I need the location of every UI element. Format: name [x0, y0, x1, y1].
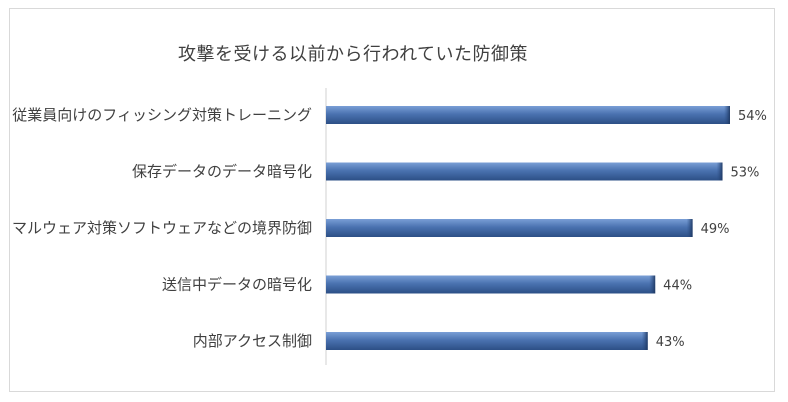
- bar-end-shade: [641, 332, 648, 350]
- value-label: 53%: [731, 166, 760, 181]
- bar: [326, 106, 730, 124]
- bar-end-shade: [716, 162, 723, 181]
- category-label: 保存データのデータ暗号化: [132, 163, 312, 181]
- category-label: マルウェア対策ソフトウェアなどの境界防御: [12, 219, 312, 237]
- category-label: 内部アクセス制御: [193, 332, 312, 350]
- category-label: 従業員向けのフィッシング対策トレーニング: [12, 106, 312, 124]
- bar: [326, 162, 723, 181]
- bar-end-shade: [724, 106, 730, 124]
- value-label: 43%: [656, 335, 685, 350]
- bar: [326, 332, 648, 350]
- value-label: 44%: [663, 279, 692, 294]
- category-label: 送信中データの暗号化: [162, 276, 312, 294]
- value-label: 49%: [701, 222, 730, 237]
- bar-end-shade: [686, 219, 693, 237]
- bar: [326, 275, 656, 294]
- chart-frame: [9, 8, 775, 392]
- bar: [326, 219, 693, 237]
- value-label: 54%: [738, 109, 767, 124]
- chart-title: 攻撃を受ける以前から行われていた防御策: [178, 44, 529, 65]
- bar-end-shade: [649, 275, 656, 294]
